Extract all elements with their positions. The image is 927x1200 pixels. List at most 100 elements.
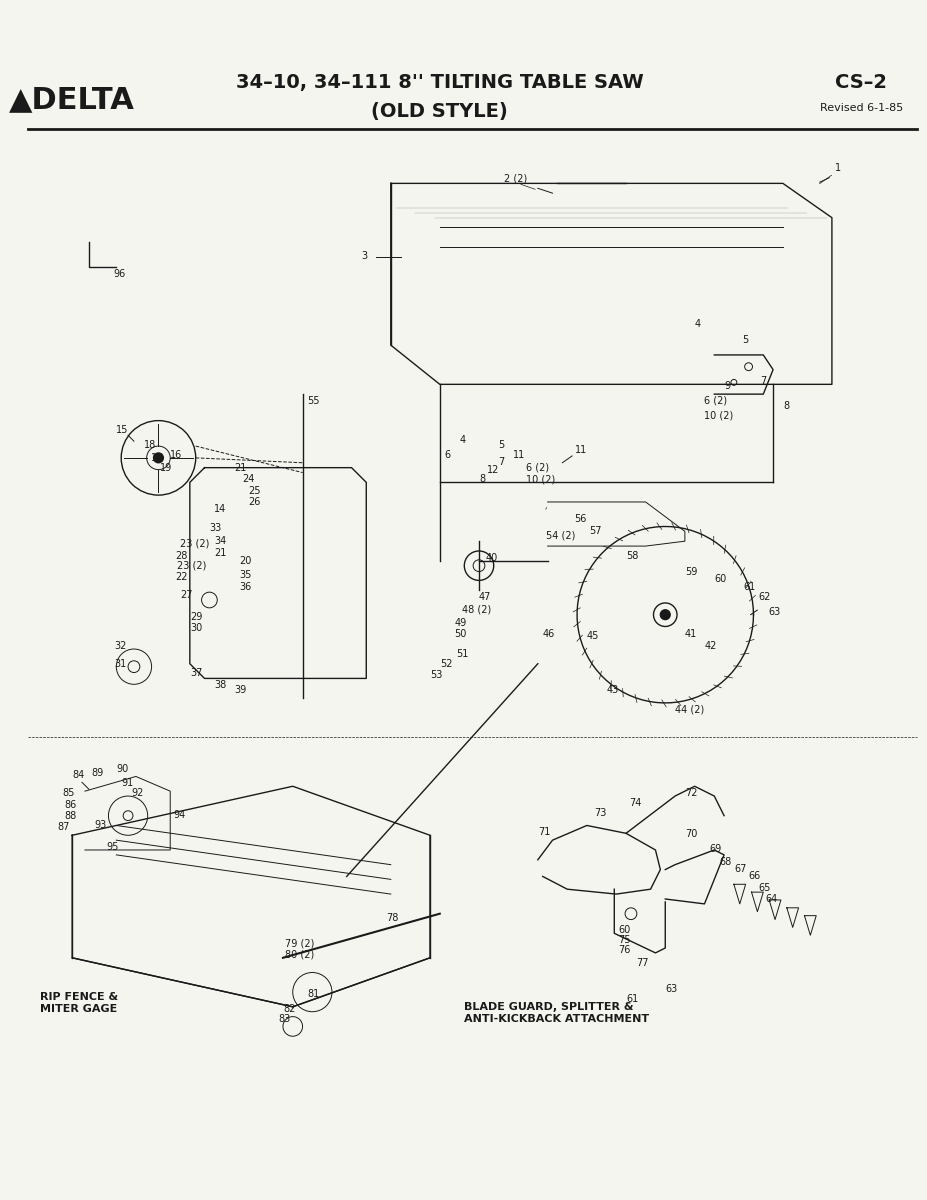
Text: 48 (2): 48 (2) — [463, 605, 491, 614]
Text: 79 (2): 79 (2) — [285, 938, 314, 948]
Text: 16: 16 — [171, 450, 183, 460]
Text: 15: 15 — [116, 425, 129, 436]
Text: 51: 51 — [456, 649, 469, 659]
Text: 63: 63 — [666, 984, 678, 994]
Text: 58: 58 — [626, 551, 639, 560]
Text: 20: 20 — [239, 556, 251, 565]
Text: 70: 70 — [685, 829, 697, 839]
Text: 80 (2): 80 (2) — [285, 950, 314, 960]
Text: 75: 75 — [618, 935, 630, 946]
Text: 12: 12 — [487, 464, 500, 474]
Text: 71: 71 — [538, 827, 551, 838]
Text: 61: 61 — [626, 994, 639, 1004]
Text: 81: 81 — [308, 989, 320, 1000]
Text: 42: 42 — [705, 641, 717, 652]
Text: 14: 14 — [214, 504, 226, 514]
Text: 5: 5 — [742, 335, 748, 346]
Text: 4: 4 — [460, 436, 465, 445]
Text: BLADE GUARD, SPLITTER &
ANTI-KICKBACK ATTACHMENT: BLADE GUARD, SPLITTER & ANTI-KICKBACK AT… — [464, 1002, 650, 1024]
Text: 41: 41 — [685, 629, 697, 640]
Text: 86: 86 — [64, 800, 77, 810]
Text: 17: 17 — [150, 452, 163, 463]
Text: 68: 68 — [719, 857, 731, 866]
Text: 31: 31 — [114, 659, 127, 668]
Text: 24: 24 — [242, 474, 254, 485]
Text: 66: 66 — [749, 871, 761, 881]
Text: 45: 45 — [587, 631, 599, 641]
Text: 26: 26 — [248, 497, 261, 506]
Text: 62: 62 — [758, 592, 770, 602]
Text: 72: 72 — [685, 788, 697, 798]
Text: 40: 40 — [486, 553, 498, 563]
Text: 46: 46 — [542, 629, 555, 640]
Text: 21: 21 — [214, 548, 227, 558]
Text: 29: 29 — [190, 612, 202, 622]
Text: (OLD STYLE): (OLD STYLE) — [372, 102, 508, 121]
Text: 10 (2): 10 (2) — [526, 474, 555, 485]
Text: 33: 33 — [210, 523, 222, 533]
Text: 53: 53 — [430, 671, 442, 680]
Text: 67: 67 — [734, 864, 746, 874]
Text: 60: 60 — [618, 925, 630, 935]
Text: 76: 76 — [618, 944, 630, 955]
Text: 19: 19 — [160, 463, 172, 473]
Text: ▲DELTA: ▲DELTA — [9, 85, 135, 114]
Text: 43: 43 — [606, 685, 618, 695]
Text: 65: 65 — [758, 883, 770, 893]
Text: 47: 47 — [479, 592, 491, 602]
Text: CS–2: CS–2 — [835, 73, 887, 92]
Text: 8: 8 — [479, 474, 485, 485]
Text: 11: 11 — [514, 450, 526, 460]
Text: 87: 87 — [57, 822, 70, 833]
Text: 39: 39 — [234, 685, 247, 695]
Text: 59: 59 — [685, 568, 697, 577]
Text: 83: 83 — [278, 1014, 290, 1024]
Text: 25: 25 — [248, 486, 261, 496]
Text: 36: 36 — [239, 582, 251, 592]
Text: 21: 21 — [234, 463, 247, 473]
Text: Revised 6-1-85: Revised 6-1-85 — [819, 103, 903, 113]
Text: RIP FENCE &
MITER GAGE: RIP FENCE & MITER GAGE — [40, 992, 118, 1014]
Text: 60: 60 — [715, 575, 727, 584]
Text: 7: 7 — [760, 377, 767, 386]
Text: 85: 85 — [62, 788, 75, 798]
Text: 22: 22 — [175, 572, 187, 582]
Text: 89: 89 — [92, 768, 104, 779]
Text: 61: 61 — [743, 582, 756, 592]
Text: 37: 37 — [190, 668, 202, 678]
Text: 96: 96 — [113, 269, 125, 278]
Text: 78: 78 — [386, 912, 399, 923]
Text: 94: 94 — [173, 810, 185, 820]
Text: 95: 95 — [107, 842, 119, 852]
Text: 84: 84 — [72, 770, 84, 780]
Text: 34–10, 34–111 8'' TILTING TABLE SAW: 34–10, 34–111 8'' TILTING TABLE SAW — [235, 73, 643, 92]
Text: 38: 38 — [214, 680, 226, 690]
Text: 56: 56 — [574, 514, 587, 523]
Text: 2 (2): 2 (2) — [503, 174, 527, 184]
Text: 28: 28 — [175, 551, 187, 560]
Text: 92: 92 — [131, 788, 144, 798]
Text: 23 (2): 23 (2) — [177, 560, 207, 571]
Text: 54 (2): 54 (2) — [546, 530, 575, 540]
Text: 3: 3 — [362, 251, 367, 260]
Text: 50: 50 — [454, 629, 467, 640]
Text: 74: 74 — [629, 798, 641, 808]
Circle shape — [660, 610, 670, 619]
Text: 6 (2): 6 (2) — [526, 463, 549, 473]
Text: 8: 8 — [783, 401, 789, 410]
Text: 32: 32 — [114, 641, 127, 652]
Text: 1: 1 — [835, 163, 841, 173]
Text: 23 (2): 23 (2) — [180, 538, 210, 548]
Text: 88: 88 — [64, 811, 77, 821]
Text: 34: 34 — [214, 536, 226, 546]
Text: 93: 93 — [95, 821, 107, 830]
Text: 52: 52 — [439, 659, 452, 668]
Text: 44 (2): 44 (2) — [675, 704, 705, 715]
Text: 63: 63 — [768, 607, 781, 617]
Text: 82: 82 — [283, 1003, 296, 1014]
Text: 73: 73 — [595, 808, 607, 817]
Text: 11: 11 — [575, 445, 588, 455]
Circle shape — [154, 452, 163, 463]
Text: 27: 27 — [180, 590, 193, 600]
Text: 6 (2): 6 (2) — [705, 396, 728, 406]
